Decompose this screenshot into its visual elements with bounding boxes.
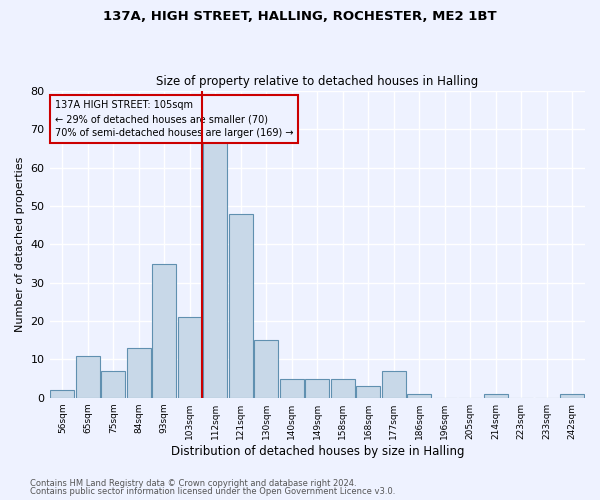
Bar bbox=[356, 386, 380, 398]
Bar bbox=[152, 264, 176, 398]
Bar bbox=[203, 141, 227, 398]
Bar bbox=[229, 214, 253, 398]
Bar bbox=[382, 371, 406, 398]
Title: Size of property relative to detached houses in Halling: Size of property relative to detached ho… bbox=[156, 76, 478, 88]
Bar bbox=[331, 378, 355, 398]
X-axis label: Distribution of detached houses by size in Halling: Distribution of detached houses by size … bbox=[170, 444, 464, 458]
Bar bbox=[127, 348, 151, 398]
Bar bbox=[178, 317, 202, 398]
Text: 137A, HIGH STREET, HALLING, ROCHESTER, ME2 1BT: 137A, HIGH STREET, HALLING, ROCHESTER, M… bbox=[103, 10, 497, 23]
Text: 137A HIGH STREET: 105sqm
← 29% of detached houses are smaller (70)
70% of semi-d: 137A HIGH STREET: 105sqm ← 29% of detach… bbox=[55, 100, 293, 138]
Bar bbox=[484, 394, 508, 398]
Bar bbox=[101, 371, 125, 398]
Bar bbox=[50, 390, 74, 398]
Bar bbox=[280, 378, 304, 398]
Bar bbox=[407, 394, 431, 398]
Text: Contains HM Land Registry data © Crown copyright and database right 2024.: Contains HM Land Registry data © Crown c… bbox=[30, 478, 356, 488]
Bar bbox=[305, 378, 329, 398]
Bar bbox=[254, 340, 278, 398]
Text: Contains public sector information licensed under the Open Government Licence v3: Contains public sector information licen… bbox=[30, 487, 395, 496]
Bar bbox=[76, 356, 100, 398]
Y-axis label: Number of detached properties: Number of detached properties bbox=[15, 156, 25, 332]
Bar bbox=[560, 394, 584, 398]
